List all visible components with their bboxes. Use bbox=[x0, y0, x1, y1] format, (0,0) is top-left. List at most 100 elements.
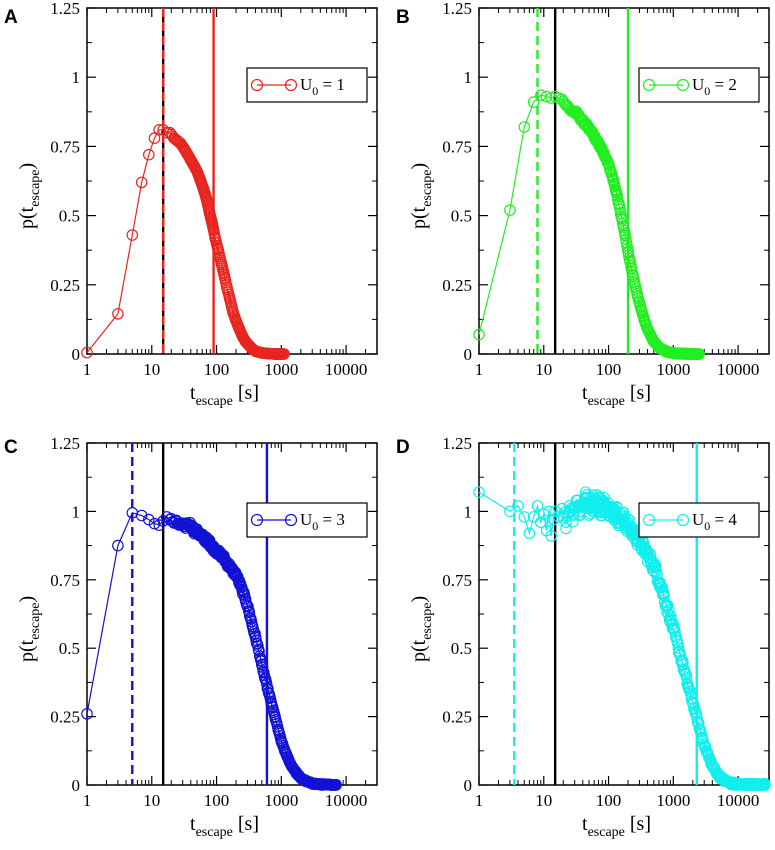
panel-b-data-point bbox=[534, 89, 547, 101]
panel-d-data-point bbox=[729, 778, 741, 790]
panel-b-legend-marker-right bbox=[676, 78, 690, 92]
panel-d-data-point bbox=[692, 716, 704, 728]
panel-a-y-tick-label: 1.25 bbox=[50, 0, 80, 18]
panel-c-x-tick-label: 1000 bbox=[264, 791, 298, 810]
panel-d-y-tick-label: 0 bbox=[464, 776, 473, 795]
panel-a-data-point bbox=[81, 346, 93, 359]
panel-b-data-point bbox=[635, 303, 648, 316]
panel-a-data-point bbox=[203, 207, 216, 219]
panel-d-data-point bbox=[504, 505, 516, 518]
panel-d-data-point bbox=[645, 554, 657, 567]
panel-b-data-point bbox=[595, 143, 608, 155]
panel-a-data-point bbox=[255, 347, 268, 359]
panel-d-data-point bbox=[545, 530, 557, 542]
panel-d-data-point bbox=[619, 516, 631, 529]
panel-b-frame bbox=[478, 7, 770, 355]
panel-c-data-point bbox=[314, 778, 327, 791]
panel-c-data-point bbox=[280, 749, 293, 761]
panel-b-data-point bbox=[604, 162, 616, 175]
panel-c-data-point bbox=[249, 631, 262, 644]
panel-a-data-point bbox=[200, 193, 213, 205]
panel-c-data-point bbox=[230, 568, 242, 581]
panel-b-data-point bbox=[684, 348, 696, 360]
panel-a-data-point bbox=[239, 335, 252, 348]
panel-a-data-point bbox=[236, 330, 249, 342]
panel-d-data-point bbox=[580, 491, 592, 504]
panel-c-y-tick-label: 1 bbox=[72, 502, 81, 521]
panel-a-data-point bbox=[227, 306, 239, 319]
panel-c-data-point bbox=[112, 539, 124, 552]
panel-a-data-point bbox=[188, 160, 200, 172]
panel-b-data-point bbox=[610, 184, 622, 197]
panel-a-data-point bbox=[272, 348, 285, 360]
panel-b-data-point bbox=[563, 103, 576, 115]
panel-c-data-point bbox=[265, 697, 278, 709]
panel-d-y-tick-label: 0.75 bbox=[442, 571, 472, 590]
panel-c-data-point bbox=[272, 724, 285, 737]
panel-d-legend-marker-left bbox=[642, 513, 656, 527]
panel-d-data-point bbox=[664, 612, 677, 624]
panel-a-y-tick-label: 0.5 bbox=[59, 207, 80, 226]
panel-a-data-point bbox=[143, 148, 155, 161]
panel-c-data-point bbox=[239, 593, 252, 605]
panel-b-data-point bbox=[641, 323, 654, 335]
panel-c-y-tick-label: 0.5 bbox=[59, 639, 80, 658]
panel-c-data-point bbox=[148, 517, 161, 530]
panel-d-tail-marker bbox=[667, 618, 679, 630]
panel-d-tail-marker bbox=[622, 513, 634, 525]
panel-d-data-point bbox=[672, 642, 685, 654]
panel-c-data-point bbox=[81, 708, 93, 720]
panel-b-tail-marker bbox=[611, 189, 623, 202]
panel-d-data-point bbox=[657, 587, 670, 600]
panel-b-plot: 1 10 100 1000 10000 0 0.25 0.5 0.75 1 1.25 bbox=[442, 0, 770, 379]
panel-d-data-point bbox=[473, 486, 485, 498]
panel-a-data-point bbox=[160, 126, 173, 139]
panel-b-data-point bbox=[638, 314, 651, 327]
panel-c-plot: 1 10 100 1000 10000 0 0.25 0.5 0.75 1 1.25 bbox=[50, 434, 378, 810]
panel-d-data-point bbox=[661, 601, 673, 613]
panel-a-y-axis-label: p(tescape) bbox=[16, 163, 43, 229]
panel-c-data-point bbox=[246, 620, 259, 633]
panel-c-data-point bbox=[143, 513, 155, 526]
panel-b-data-point bbox=[504, 204, 516, 216]
panel-c-data-point bbox=[236, 584, 249, 597]
panel-a-data-point bbox=[194, 173, 206, 186]
panel-d-legend-marker-right bbox=[676, 513, 690, 527]
panel-b-data-point bbox=[540, 90, 553, 103]
panel-c-data-point bbox=[284, 758, 297, 771]
panel-c-data-point bbox=[269, 710, 281, 723]
panel-d-tail-marker bbox=[693, 717, 705, 730]
panel-a-data-point bbox=[233, 323, 246, 335]
panel-b-data-point bbox=[689, 348, 702, 360]
panel-d-data-point bbox=[647, 560, 660, 572]
panel-a-data-point bbox=[135, 176, 148, 189]
panel-d-x-axis-label: tescape [s] bbox=[582, 813, 651, 840]
panel-d-y-tick-label: 0.25 bbox=[442, 708, 472, 727]
panel-c-y-tick-label: 0 bbox=[72, 776, 81, 795]
panel-b-data-point bbox=[570, 107, 583, 119]
panel-a-legend-marker-left bbox=[250, 78, 264, 92]
panel-a-y-tick-label: 0.75 bbox=[50, 137, 80, 156]
panel-c: C 1 10 100 1000 10000 0 0.25 0.5 0.75 1 1.25 U0 = … bbox=[4, 434, 378, 840]
panel-c-data-point bbox=[320, 778, 333, 791]
panel-c-legend-marker-left bbox=[250, 513, 264, 527]
panel-c-data-point bbox=[255, 658, 268, 671]
panel-c-data-point bbox=[330, 779, 342, 791]
panel-a-x-tick-label: 100 bbox=[204, 360, 230, 379]
panel-c-data-point bbox=[224, 560, 236, 572]
panel-a-legend-marker-right bbox=[284, 78, 298, 92]
panel-d-tail-marker bbox=[566, 516, 579, 528]
panel-b-data-point bbox=[615, 212, 628, 225]
panel-a-data-point bbox=[112, 308, 124, 320]
panel-c-frame bbox=[86, 442, 378, 786]
panel-b-y-tick-label: 0.5 bbox=[451, 207, 472, 226]
panel-c-x-tick-label: 100 bbox=[204, 791, 230, 810]
panel-a-data-point bbox=[182, 148, 194, 161]
panel-b-data-point bbox=[583, 124, 595, 136]
panel-b-data-point bbox=[693, 348, 705, 360]
panel-d-data-point bbox=[654, 576, 666, 589]
panel-a-data-point bbox=[178, 143, 191, 155]
panel-b-data-point bbox=[598, 148, 611, 161]
panel-b-data-point bbox=[672, 347, 685, 360]
